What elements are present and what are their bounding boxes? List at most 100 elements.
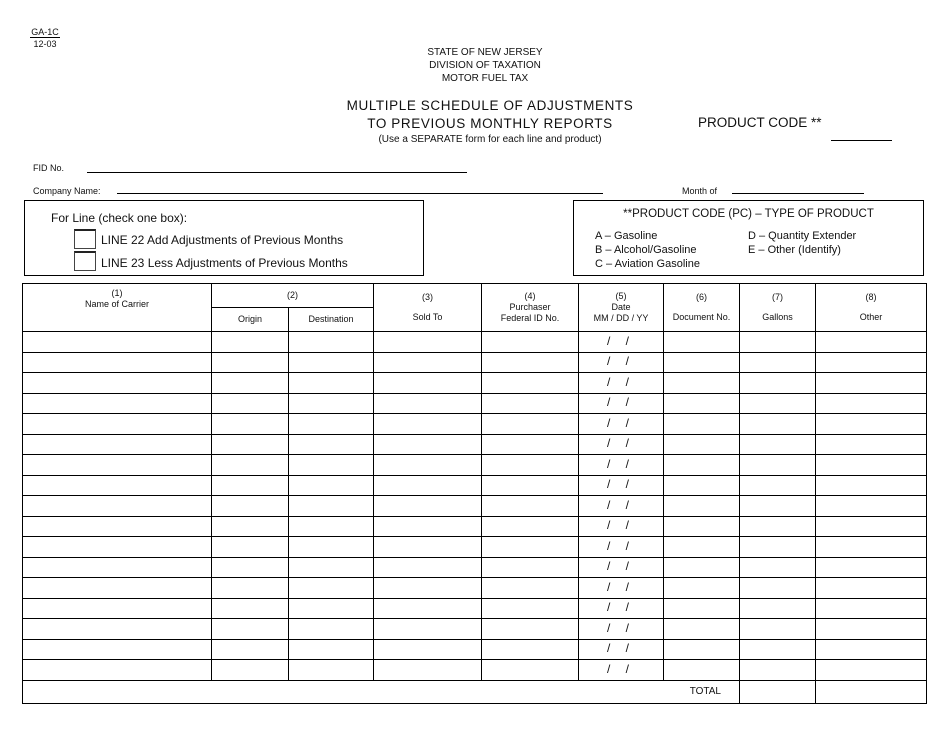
sold-to-cell[interactable] [373,577,482,599]
destination-cell[interactable] [288,474,374,496]
gallons-cell[interactable] [739,659,816,681]
carrier-cell[interactable] [22,536,212,558]
sold-to-cell[interactable] [373,392,482,414]
destination-cell[interactable] [288,659,374,681]
date-cell[interactable]: / / [578,392,664,414]
destination-cell[interactable] [288,413,374,435]
destination-cell[interactable] [288,495,374,517]
date-cell[interactable]: / / [578,515,664,537]
destination-cell[interactable] [288,433,374,455]
destination-cell[interactable] [288,351,374,373]
purchaser-fid-cell[interactable] [481,495,579,517]
date-cell[interactable]: / / [578,618,664,640]
carrier-cell[interactable] [22,618,212,640]
other-cell[interactable] [815,495,927,517]
purchaser-fid-cell[interactable] [481,577,579,599]
document-no-cell[interactable] [663,474,740,496]
purchaser-fid-cell[interactable] [481,372,579,394]
sold-to-cell[interactable] [373,474,482,496]
date-cell[interactable]: / / [578,372,664,394]
sold-to-cell[interactable] [373,433,482,455]
carrier-cell[interactable] [22,659,212,681]
line22-checkbox[interactable] [74,229,96,249]
document-no-cell[interactable] [663,331,740,353]
date-cell[interactable]: / / [578,638,664,660]
origin-cell[interactable] [211,413,289,435]
purchaser-fid-cell[interactable] [481,556,579,578]
sold-to-cell[interactable] [373,331,482,353]
purchaser-fid-cell[interactable] [481,638,579,660]
sold-to-cell[interactable] [373,556,482,578]
document-no-cell[interactable] [663,433,740,455]
gallons-cell[interactable] [739,413,816,435]
carrier-cell[interactable] [22,454,212,476]
carrier-cell[interactable] [22,638,212,660]
carrier-cell[interactable] [22,577,212,599]
sold-to-cell[interactable] [373,618,482,640]
carrier-cell[interactable] [22,433,212,455]
origin-cell[interactable] [211,331,289,353]
gallons-cell[interactable] [739,577,816,599]
destination-cell[interactable] [288,638,374,660]
sold-to-cell[interactable] [373,659,482,681]
origin-cell[interactable] [211,392,289,414]
destination-cell[interactable] [288,372,374,394]
other-cell[interactable] [815,474,927,496]
document-no-cell[interactable] [663,351,740,373]
line23-checkbox[interactable] [74,251,96,271]
carrier-cell[interactable] [22,556,212,578]
other-cell[interactable] [815,638,927,660]
sold-to-cell[interactable] [373,351,482,373]
purchaser-fid-cell[interactable] [481,597,579,619]
total-other-cell[interactable] [815,679,927,704]
other-cell[interactable] [815,597,927,619]
gallons-cell[interactable] [739,433,816,455]
destination-cell[interactable] [288,392,374,414]
purchaser-fid-cell[interactable] [481,433,579,455]
month-field[interactable] [732,193,864,194]
origin-cell[interactable] [211,433,289,455]
gallons-cell[interactable] [739,351,816,373]
gallons-cell[interactable] [739,597,816,619]
carrier-cell[interactable] [22,351,212,373]
sold-to-cell[interactable] [373,454,482,476]
carrier-cell[interactable] [22,474,212,496]
gallons-cell[interactable] [739,372,816,394]
total-gallons-cell[interactable] [739,679,816,704]
other-cell[interactable] [815,351,927,373]
origin-cell[interactable] [211,372,289,394]
origin-cell[interactable] [211,515,289,537]
origin-cell[interactable] [211,638,289,660]
purchaser-fid-cell[interactable] [481,392,579,414]
sold-to-cell[interactable] [373,372,482,394]
destination-cell[interactable] [288,597,374,619]
destination-cell[interactable] [288,618,374,640]
destination-cell[interactable] [288,331,374,353]
document-no-cell[interactable] [663,638,740,660]
document-no-cell[interactable] [663,372,740,394]
date-cell[interactable]: / / [578,577,664,599]
carrier-cell[interactable] [22,392,212,414]
other-cell[interactable] [815,392,927,414]
purchaser-fid-cell[interactable] [481,331,579,353]
other-cell[interactable] [815,454,927,476]
gallons-cell[interactable] [739,515,816,537]
carrier-cell[interactable] [22,597,212,619]
carrier-cell[interactable] [22,331,212,353]
date-cell[interactable]: / / [578,659,664,681]
gallons-cell[interactable] [739,618,816,640]
date-cell[interactable]: / / [578,597,664,619]
sold-to-cell[interactable] [373,638,482,660]
other-cell[interactable] [815,577,927,599]
document-no-cell[interactable] [663,392,740,414]
other-cell[interactable] [815,433,927,455]
date-cell[interactable]: / / [578,331,664,353]
gallons-cell[interactable] [739,536,816,558]
origin-cell[interactable] [211,556,289,578]
document-no-cell[interactable] [663,556,740,578]
destination-cell[interactable] [288,536,374,558]
other-cell[interactable] [815,515,927,537]
document-no-cell[interactable] [663,597,740,619]
date-cell[interactable]: / / [578,413,664,435]
fid-field[interactable] [87,172,467,173]
